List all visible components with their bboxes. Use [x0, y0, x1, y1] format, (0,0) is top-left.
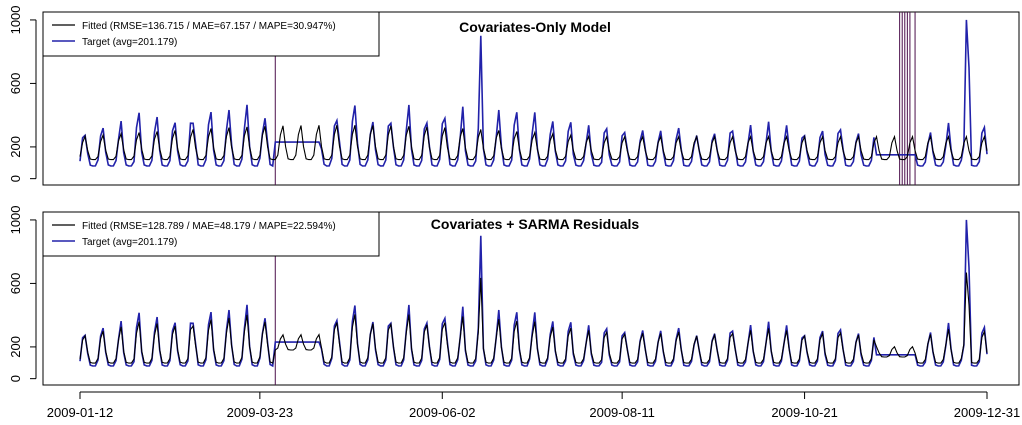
- y-tick-label: 0: [8, 175, 23, 182]
- x-axis: 2009-01-12 2009-03-23 2009-06-02 2009-08-11…: [47, 391, 1021, 420]
- y-tick-label: 1000: [8, 5, 23, 34]
- x-tick-label: 2009-08-11: [589, 405, 655, 420]
- y-tick-label: 1000: [8, 205, 23, 234]
- panel-covariates-only: 0 200 600 1000 Fitted (RMSE=136.715 / MAE=6…: [8, 5, 1020, 186]
- legend-box-bottom: [42, 211, 380, 257]
- x-tick-label: 2009-01-12: [47, 405, 114, 420]
- plot-frame-top: [42, 11, 1020, 186]
- panel-covariates-sarma: 0 200 600 1000 Fitted (RMSE=128.789 / MAE=4…: [8, 205, 1020, 386]
- legend-target-label: Target (avg=201.179): [82, 237, 177, 248]
- series-line-fitted: [79, 125, 988, 161]
- x-tick-label: 2009-06-02: [409, 405, 476, 420]
- panel-title: Covariates + SARMA Residuals: [431, 216, 640, 232]
- series-line-fitted: [79, 272, 988, 364]
- y-tick-label: 0: [8, 375, 23, 382]
- y-tick-label: 200: [8, 336, 23, 358]
- x-tick-label: 2009-03-23: [227, 405, 294, 420]
- legend-fitted-label: Fitted (RMSE=136.715 / MAE=67.157 / MAPE…: [82, 21, 336, 32]
- x-tick-label: 2009-12-31: [954, 405, 1021, 420]
- panel-title: Covariates-Only Model: [459, 19, 611, 35]
- y-tick-label: 600: [8, 73, 23, 95]
- legend-target-label: Target (avg=201.179): [82, 37, 177, 48]
- plot-frame-bottom: [42, 211, 1020, 386]
- legend-fitted-label: Fitted (RMSE=128.789 / MAE=48.179 / MAPE…: [82, 221, 336, 232]
- y-tick-label: 200: [8, 136, 23, 158]
- legend-box-top: [42, 11, 380, 57]
- y-tick-label: 600: [8, 273, 23, 295]
- x-tick-label: 2009-10-21: [771, 405, 838, 420]
